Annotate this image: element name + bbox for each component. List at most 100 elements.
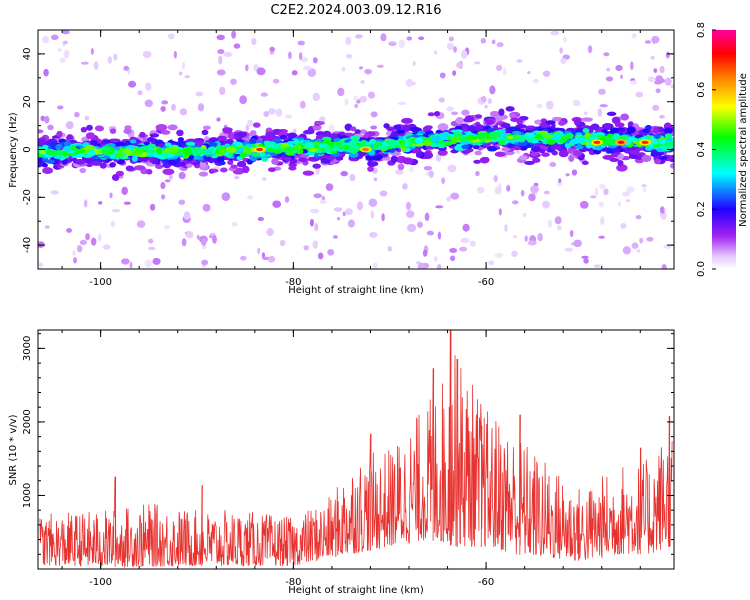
heatmap-cell [477, 186, 485, 194]
heatmap-cell [170, 103, 176, 111]
x-tick-label: -100 [89, 577, 112, 588]
heatmap-cell [145, 82, 152, 91]
heatmap-cell [367, 91, 376, 99]
heatmap-cell [212, 234, 217, 244]
heatmap-cell [541, 152, 550, 157]
heatmap-cell [47, 124, 54, 131]
heatmap-cell [377, 145, 389, 150]
heatmap-cell [337, 217, 341, 221]
heatmap-cell [642, 185, 647, 193]
snr-x-axis-label: Height of straight line (km) [288, 585, 424, 596]
spectrogram-y-ticks: -40 -20 0 20 40 [22, 29, 674, 270]
heatmap-cell [516, 59, 523, 63]
heatmap-cell [569, 230, 574, 238]
heatmap-cell [59, 57, 66, 63]
heatmap-cell [599, 104, 608, 108]
heatmap-cell [422, 249, 428, 257]
heatmap-cell [225, 146, 237, 153]
heatmap-cell [314, 223, 319, 232]
heatmap-cell [249, 138, 257, 145]
heatmap-cell [160, 130, 171, 135]
heatmap-cell [288, 51, 292, 60]
heatmap-cell [233, 43, 241, 49]
heatmap-cell [192, 155, 199, 160]
snr-y-ticks: 1000 2000 3000 [22, 333, 674, 570]
heatmap-cell [179, 108, 188, 116]
heatmap-cell [260, 92, 268, 97]
heatmap-cell [606, 111, 617, 117]
heatmap-cell [284, 196, 290, 203]
heatmap-cell [530, 185, 539, 193]
colorbar-tick-label: 0.4 [696, 142, 707, 158]
heatmap-cell [389, 147, 396, 153]
heatmap-cell [164, 142, 172, 147]
heatmap-cell [474, 150, 482, 156]
heatmap-cell [506, 135, 514, 140]
heatmap-cell [109, 128, 117, 134]
heatmap-cell [242, 165, 250, 174]
heatmap-cell [45, 150, 57, 156]
heatmap-cell [139, 131, 146, 138]
heatmap-cell [664, 77, 672, 86]
heatmap-cell [291, 70, 298, 76]
heatmap-cell [307, 151, 316, 156]
heatmap-cell [509, 113, 517, 119]
heatmap-cell [341, 67, 346, 72]
heatmap-cell [498, 108, 505, 116]
heatmap-cell [349, 135, 360, 141]
heatmap-cell [450, 255, 456, 262]
heatmap-cell [307, 68, 317, 77]
heatmap-cell [272, 200, 282, 208]
heatmap-cell [574, 136, 585, 144]
heatmap-cell [500, 122, 511, 129]
heatmap-cell [530, 146, 542, 153]
heatmap-cell [240, 255, 247, 261]
heatmap-cell [87, 150, 96, 157]
heatmap-cell [102, 244, 111, 250]
heatmap-cell [181, 61, 186, 70]
heatmap-cell [129, 139, 137, 144]
heatmap-cell [83, 156, 90, 163]
heatmap-cell [439, 72, 446, 79]
heatmap-cell [406, 36, 413, 41]
heatmap-cell [491, 39, 496, 45]
heatmap-cell [556, 225, 562, 231]
heatmap-cell [61, 151, 71, 157]
heatmap-cell [178, 199, 186, 205]
heatmap-cell [472, 144, 480, 150]
heatmap-cell [469, 240, 477, 247]
heatmap-cell [312, 240, 319, 249]
heatmap-cell [216, 69, 226, 76]
heatmap-cell [489, 110, 500, 118]
heatmap-cell [579, 200, 589, 209]
heatmap-cell [453, 131, 463, 138]
heatmap-cell [652, 104, 660, 111]
y-tick-label: 20 [22, 95, 33, 108]
heatmap-cell [83, 199, 88, 208]
heatmap-cell [515, 124, 527, 129]
heatmap-cell [465, 115, 475, 123]
heatmap-cell [370, 210, 375, 219]
heatmap-cell [447, 164, 457, 173]
heatmap-cell [467, 125, 476, 132]
heatmap-cell [342, 144, 350, 151]
colorbar-ticks: 0.0 0.2 0.4 0.6 0.8 [696, 22, 716, 277]
heatmap-cell [437, 123, 449, 131]
heatmap-cell [74, 158, 86, 165]
heatmap-cell [615, 127, 626, 133]
heatmap-cell [354, 103, 359, 109]
heatmap-cell [42, 35, 50, 44]
heatmap-cell [659, 206, 665, 214]
heatmap-cell [582, 128, 590, 133]
heatmap-cell [63, 141, 72, 147]
heatmap-cell [635, 91, 644, 98]
heatmap-cell [369, 138, 377, 145]
heatmap-cell [506, 185, 511, 192]
heatmap-cell [196, 234, 200, 240]
heatmap-cell [375, 141, 382, 146]
heatmap-cell [300, 56, 308, 63]
heatmap-cell [510, 117, 521, 122]
heatmap-cell [136, 220, 146, 228]
heatmap-cell [156, 147, 163, 154]
heatmap-cell [176, 129, 184, 137]
